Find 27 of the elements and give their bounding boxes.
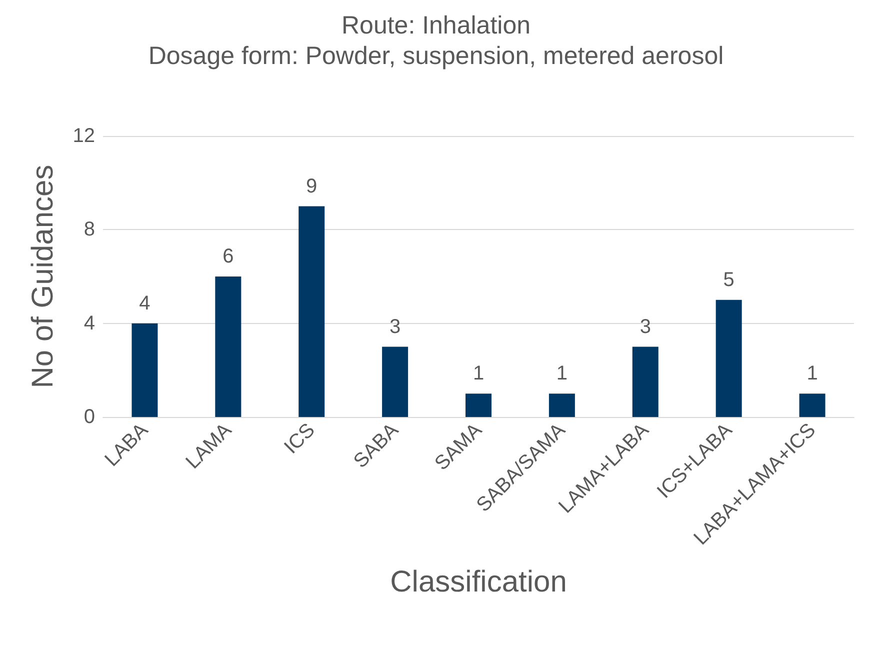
- x-tick-label: ICS: [280, 419, 320, 458]
- bar: [298, 206, 325, 417]
- bar: [632, 346, 658, 417]
- bar: [215, 276, 242, 417]
- y-tick-label: 12: [72, 125, 95, 147]
- bar: [132, 323, 158, 417]
- y-tick-label: 8: [84, 218, 95, 241]
- chart-subtitle: Dosage form: Powder, suspension, metered aerosol: [148, 42, 724, 70]
- y-tick-label: 0: [84, 406, 95, 428]
- data-label: 3: [389, 316, 401, 338]
- data-label: 4: [139, 292, 150, 314]
- data-label: 3: [640, 316, 651, 338]
- x-axis-title: Classification: [390, 566, 567, 598]
- bar: [799, 394, 826, 417]
- y-axis-title: No of Guidances: [26, 164, 60, 388]
- bar: [716, 300, 742, 417]
- bar: [548, 394, 575, 417]
- data-label: 6: [222, 246, 234, 268]
- data-label: 1: [806, 362, 818, 385]
- chart-title: Route: Inhalation: [341, 12, 531, 40]
- data-label: 5: [723, 268, 734, 291]
- bar: [382, 346, 408, 417]
- data-label: 1: [472, 362, 484, 385]
- data-label: 9: [306, 175, 318, 198]
- data-label: 1: [556, 362, 568, 385]
- y-tick-label: 4: [84, 312, 95, 334]
- bar: [466, 394, 492, 417]
